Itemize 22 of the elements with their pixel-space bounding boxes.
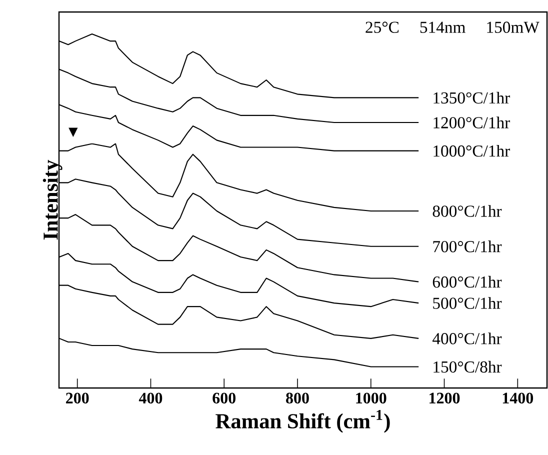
annotation: ▼ <box>68 128 78 137</box>
x-axis-title: Raman Shift (cm$^{-1}$) <box>216 410 390 433</box>
text: 514nm <box>420 22 466 33</box>
series-label: 400°C/1hr <box>432 332 502 344</box>
series-label: 1350°C/1hr <box>434 92 510 104</box>
series-label: 150°C/8hr <box>434 360 502 373</box>
series-label: 600°C/1hr <box>432 276 502 288</box>
x-tick-label: 200 <box>66 392 89 404</box>
x-tick-label: 1000 <box>356 392 386 404</box>
x-tick-label: 800 <box>286 392 309 404</box>
text: 150mW <box>487 22 540 33</box>
x-tick-label: 400 <box>138 392 162 404</box>
y-axis-title: Intensity <box>42 160 62 240</box>
series-label: 1200°C/1hr <box>434 116 510 128</box>
x-tick-label: 1400 <box>502 392 534 404</box>
series-label: 500°C/1hr <box>433 297 502 309</box>
x-tick-label: 600 <box>212 392 236 404</box>
series-label: 800°C/1hr <box>432 205 502 217</box>
series-label: 700°C/1hr <box>433 240 502 252</box>
x-tick-label: 1200 <box>430 392 460 404</box>
text: 25°C <box>366 22 399 33</box>
series-label: 1000°C/1hr <box>434 144 510 157</box>
